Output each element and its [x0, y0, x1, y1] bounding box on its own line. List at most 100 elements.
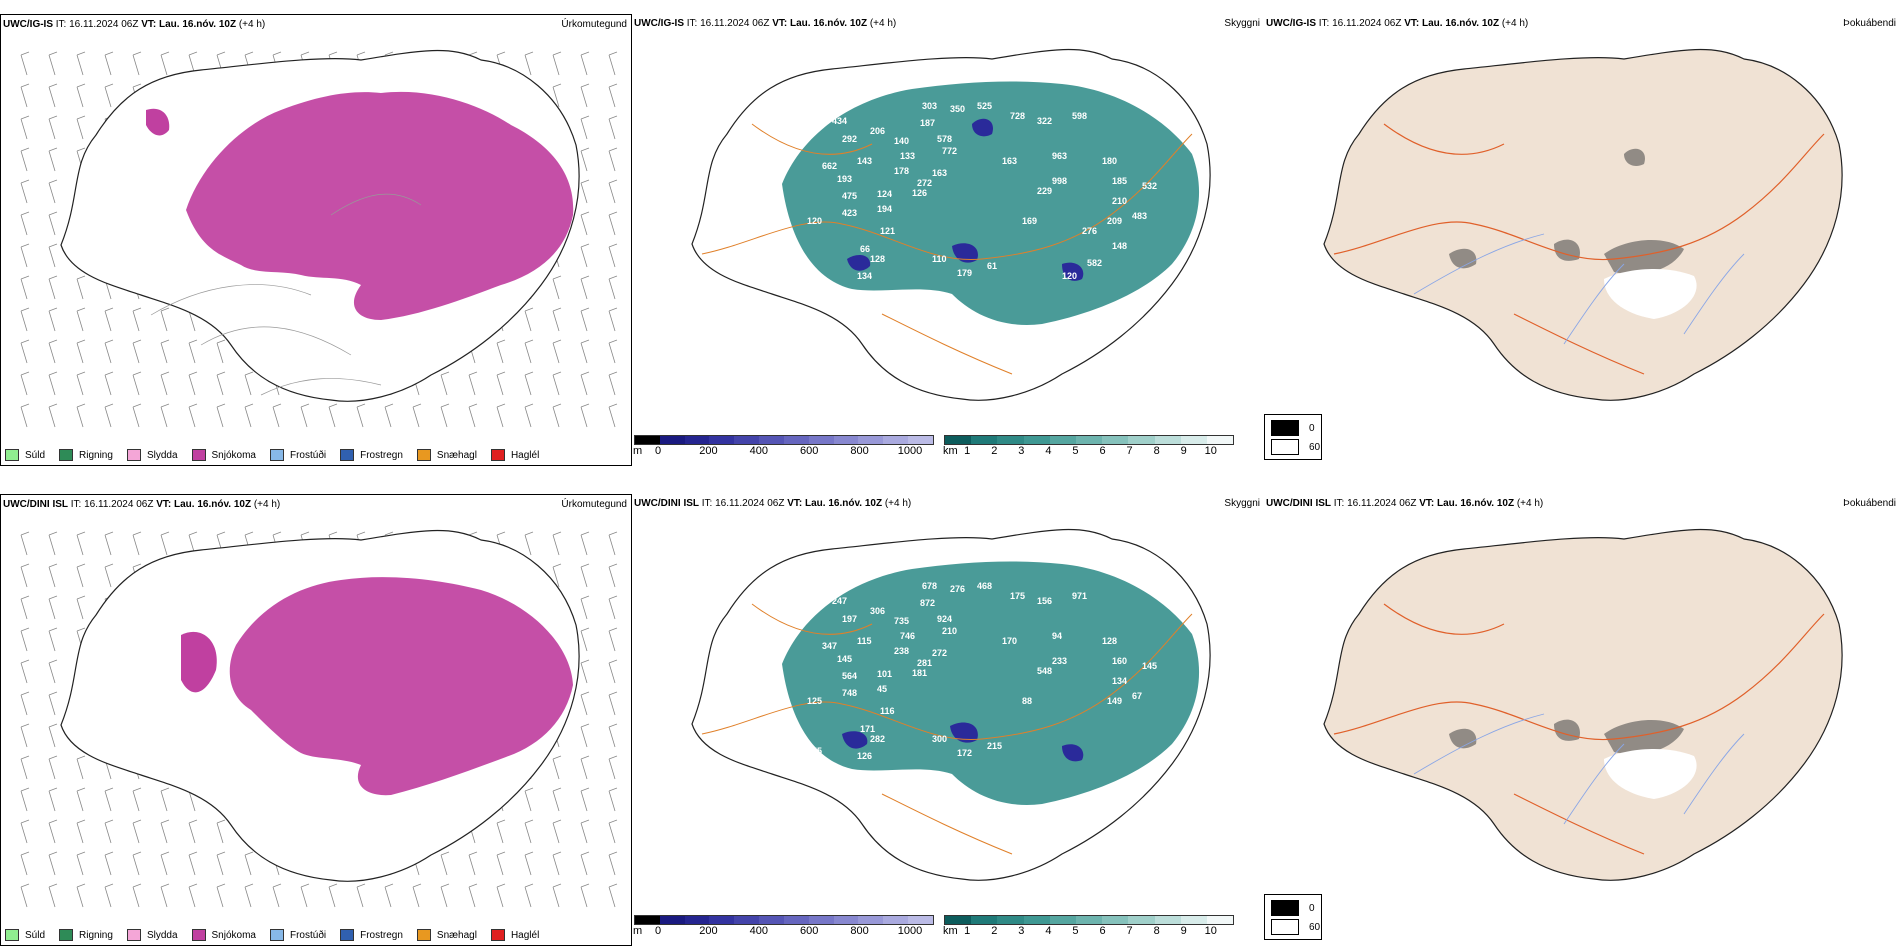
colorbar-tick: 7 [1126, 925, 1133, 937]
legend-label: Frostregn [360, 929, 403, 941]
wind-barb [216, 403, 226, 428]
cloud-base-value: 128 [870, 254, 885, 264]
wind-barb [132, 403, 142, 428]
wind-barb [580, 403, 590, 428]
wind-barb [608, 723, 618, 748]
colorbar-tick: 3 [1018, 445, 1025, 457]
cloud-base-value: 772 [942, 146, 957, 156]
cloud-base-value: 963 [1052, 151, 1067, 161]
wind-barb [20, 339, 30, 364]
colorbar-unit: m [633, 445, 643, 457]
cloud-base-value: 171 [860, 724, 875, 734]
wind-barb [608, 755, 618, 780]
roads [1333, 123, 1825, 375]
wind-barb [20, 883, 30, 908]
wind-barb [580, 51, 590, 76]
wind-barb [468, 883, 478, 908]
wind-barb [132, 819, 142, 844]
legend-swatch [340, 449, 355, 461]
legend-swatch [5, 449, 19, 461]
colorbar-tick: 400 [749, 445, 768, 457]
colorbar-km-row1: km 1 2 3 4 5 6 7 8 9 10 [943, 435, 1234, 465]
wind-barb [48, 211, 58, 236]
wind-barb [580, 723, 590, 748]
wind-barb [580, 595, 590, 620]
rivers [1413, 713, 1745, 825]
wind-barb [160, 51, 170, 76]
cloud-base-value: 187 [920, 118, 935, 128]
cloud-base-value: 281 [917, 658, 932, 668]
fog-panel-row1: UWC/IG-IS IT: 16.11.2024 06Z VT: Lau. 16… [1264, 14, 1900, 466]
colorbar-tick: 7 [1126, 445, 1133, 457]
wind-barb [20, 51, 30, 76]
wind-barb [48, 627, 58, 652]
cloud-panel-row2: 678 276 247 197 306 735 872 924 746 210 115 238 272 2… [632, 494, 1264, 946]
wind-barb [608, 275, 618, 300]
wind-barb [496, 371, 506, 396]
wind-barb [20, 755, 30, 780]
cloud-base-value: 61 [987, 261, 997, 271]
colorbar-strip [634, 435, 934, 445]
legend-item: Snjókoma [191, 449, 256, 461]
wind-barb [524, 851, 534, 876]
wind-barb [580, 83, 590, 108]
cloud-base-value: 67 [1132, 691, 1142, 701]
wind-barb [48, 659, 58, 684]
wind-barb [104, 307, 114, 332]
colorbar-tick: 2 [991, 445, 998, 457]
cloud-base-value: 210 [1112, 196, 1127, 206]
wind-barb [524, 51, 534, 76]
cloud-base-value: 94 [1052, 631, 1062, 641]
wind-barb [104, 403, 114, 428]
wind-barb [48, 883, 58, 908]
cloud-base-value: 746 [900, 631, 915, 641]
wind-barb [20, 563, 30, 588]
cloud-base-value: 155 [807, 746, 822, 756]
cloud-base-value: 662 [822, 161, 837, 171]
wind-barb [580, 211, 590, 236]
colorbar-tick: 600 [800, 445, 819, 457]
wind-barb [580, 307, 590, 332]
wind-barb [20, 627, 30, 652]
cloud-base-value: 149 [1107, 696, 1122, 706]
wind-barb [216, 371, 226, 396]
wind-barb [552, 755, 562, 780]
colorbar-tick: 800 [850, 445, 869, 457]
cloud-base-value: 163 [1002, 156, 1017, 166]
wind-barb [76, 115, 86, 140]
legend-label: Súld [25, 449, 46, 461]
wind-barb [580, 243, 590, 268]
wind-barb [48, 307, 58, 332]
snow-west [181, 631, 217, 693]
cloud-base-value: 322 [1037, 116, 1052, 126]
wind-barb [104, 371, 114, 396]
precip-legend-row2: Súld Rigning Slydda Snjókoma Frostúði Frostre… [5, 929, 539, 941]
wind-barb [48, 339, 58, 364]
cloud-base-value: 125 [807, 696, 822, 706]
wind-barb [76, 563, 86, 588]
legend-label: Haglél [510, 929, 540, 941]
wind-barb [496, 851, 506, 876]
wind-barb [580, 531, 590, 556]
wind-barb [20, 723, 30, 748]
iceland-outline [1323, 48, 1843, 401]
rivers [1413, 233, 1745, 345]
precip-title-row1: UWC/IG-IS IT: 16.11.2024 06Z VT: Lau. 16… [3, 19, 266, 30]
wind-barb [608, 627, 618, 652]
wind-barb [160, 531, 170, 556]
wind-barb [356, 883, 366, 908]
wind-barb [580, 627, 590, 652]
cloud-base-value: 116 [880, 706, 895, 716]
wind-barb [132, 787, 142, 812]
wind-barb [608, 819, 618, 844]
cloud-base-value: 126 [857, 751, 872, 761]
cloud-base-value: 233 [1052, 656, 1067, 666]
wind-barb [608, 115, 618, 140]
legend-item: Snjókoma [191, 929, 256, 941]
colorbar-tick: 2 [991, 925, 998, 937]
wind-barb [76, 819, 86, 844]
precip-panel-row1: UWC/IG-IS IT: 16.11.2024 06Z VT: Lau. 16… [0, 14, 632, 466]
cloud-base-value: 120 [1062, 271, 1077, 281]
